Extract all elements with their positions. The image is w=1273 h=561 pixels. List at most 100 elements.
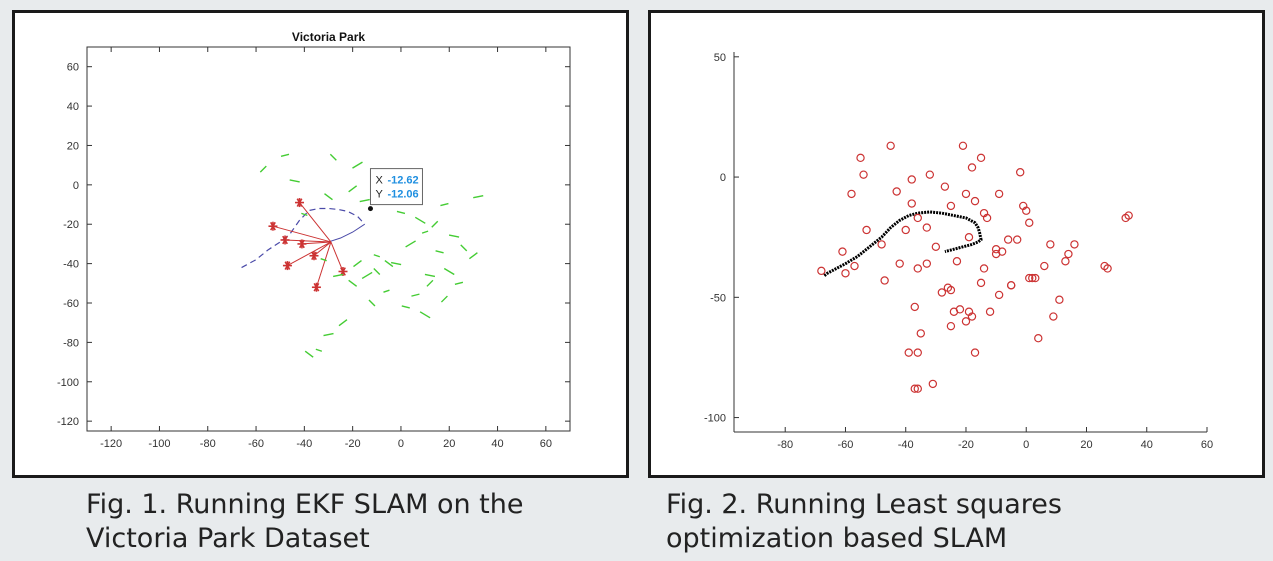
landmark-circle-marker	[1055, 295, 1064, 304]
chart-title: Victoria Park	[292, 30, 365, 44]
ekf-slam-figure-panel: -120 -100 -80 -60 -40 -20 0 20 40 60 -120 -100 -80 -6…	[12, 10, 629, 478]
y-tick-label: 20	[67, 140, 79, 152]
landmark-estimate-marker	[304, 350, 314, 358]
landmark-circle-marker	[1006, 281, 1016, 290]
landmark-estimate-marker	[414, 216, 426, 224]
axes-box	[86, 46, 571, 432]
landmark-estimate-marker	[352, 161, 363, 169]
observation-ray	[299, 202, 332, 243]
landmark-circle-marker	[970, 348, 980, 357]
datatip-y-value: -12.06	[387, 189, 418, 201]
landmark-estimate-marker	[301, 212, 308, 217]
landmark-circle-marker	[1025, 218, 1034, 227]
landmark-circle-marker	[1061, 257, 1070, 266]
landmark-circle-marker	[922, 259, 932, 268]
y-tick-label: 0	[720, 172, 726, 184]
landmark-estimate-marker	[333, 273, 344, 278]
y-tick-label: 60	[67, 62, 79, 74]
landmark-circle-marker	[913, 264, 922, 273]
y-tick-label: -60	[63, 298, 79, 310]
landmark-estimate-marker	[440, 295, 448, 303]
y-tick-label: -40	[63, 259, 79, 271]
landmark-estimate-marker	[348, 279, 358, 287]
landmark-circle-marker	[928, 379, 938, 389]
landmark-circle-marker	[946, 201, 956, 211]
landmark-estimate-marker	[390, 261, 402, 266]
landmark-circle-marker	[913, 384, 922, 393]
landmark-estimate-marker	[368, 299, 376, 307]
landmark-estimate-marker	[359, 198, 370, 203]
landmark-circle-marker	[907, 175, 916, 184]
landmark-circle-marker	[952, 257, 962, 266]
observation-ray	[272, 225, 332, 243]
landmark-circle-marker	[1031, 273, 1040, 283]
landmark-estimate-marker	[421, 230, 429, 234]
landmark-circle-marker	[979, 264, 989, 273]
robot-path-line	[328, 223, 365, 243]
landmark-circle-marker	[1003, 235, 1013, 244]
landmark-circle-marker	[892, 187, 901, 196]
observation-ray	[330, 241, 344, 272]
datatip-point	[367, 206, 373, 212]
landmark-estimate-marker	[454, 281, 464, 285]
landmark-estimate-marker	[289, 179, 300, 183]
landmark-circle-marker	[931, 242, 941, 252]
landmark-circle-marker	[967, 312, 977, 321]
landmark-circle-marker	[1124, 211, 1133, 220]
datatip-box: X -12.62 Y -12.06	[369, 168, 423, 206]
x-tick-label: -20	[345, 438, 361, 450]
landmark-estimate-marker	[324, 193, 333, 201]
observation-ray	[315, 241, 332, 288]
landmark-estimate-marker	[460, 244, 468, 252]
landmark-circle-marker	[1049, 312, 1058, 321]
robot-path-line	[241, 207, 366, 269]
landmark-circle-marker	[904, 348, 913, 357]
landmark-circle-marker	[961, 317, 971, 326]
landmark-estimate-marker	[473, 194, 484, 199]
axes-box	[734, 52, 1207, 432]
landmark-circle-marker	[994, 189, 1004, 199]
x-tick-label: 40	[491, 438, 503, 450]
x-tick-label: 0	[1023, 439, 1029, 451]
x-tick-label: -120	[100, 438, 122, 450]
observation-ray	[301, 241, 331, 245]
landmark-circle-marker	[946, 285, 956, 295]
landmark-estimate-marker	[259, 165, 267, 173]
landmark-circle-marker	[850, 261, 859, 271]
landmark-circle-marker	[937, 288, 947, 297]
observation-ray	[285, 239, 331, 243]
landmark-estimate-marker	[323, 332, 334, 337]
landmark-circle-marker	[859, 170, 868, 179]
landmark-circle-marker	[856, 153, 865, 163]
landmark-estimate-marker	[383, 289, 390, 293]
robot-trajectory-line	[823, 210, 983, 277]
landmark-circle-marker	[1046, 240, 1055, 249]
landmark-circle-marker	[910, 384, 919, 393]
landmark-circle-marker	[976, 153, 986, 163]
landmark-circle-marker	[913, 348, 922, 357]
landmark-estimate-marker	[411, 293, 420, 297]
x-tick-label: -40	[296, 438, 312, 450]
x-tick-label: -80	[777, 439, 793, 451]
landmark-circle-marker	[922, 223, 932, 232]
landmark-circle-marker	[961, 189, 971, 199]
x-tick-label: 60	[540, 438, 552, 450]
y-tick-label: -20	[63, 219, 79, 231]
landmark-circle-marker	[838, 247, 847, 256]
x-tick-label: -60	[248, 438, 264, 450]
landmark-circle-marker	[1034, 334, 1043, 343]
landmark-circle-marker	[967, 163, 977, 172]
landmark-circle-marker	[1012, 235, 1022, 244]
y-tick-label: 50	[714, 52, 726, 64]
landmark-circle-marker	[1022, 206, 1031, 215]
landmark-circle-marker	[925, 170, 935, 179]
figure-2-caption: Fig. 2. Running Least squares optimizati…	[666, 489, 1062, 554]
y-tick-label: -50	[710, 292, 726, 304]
landmark-estimate-marker	[329, 153, 337, 161]
landmark-circle-marker	[901, 225, 910, 235]
y-tick-label: -120	[57, 416, 79, 428]
y-tick-label: -80	[63, 337, 79, 349]
landmark-circle-marker	[910, 302, 919, 312]
landmark-estimate-marker	[373, 267, 381, 275]
landmark-circle-marker	[1064, 249, 1073, 259]
